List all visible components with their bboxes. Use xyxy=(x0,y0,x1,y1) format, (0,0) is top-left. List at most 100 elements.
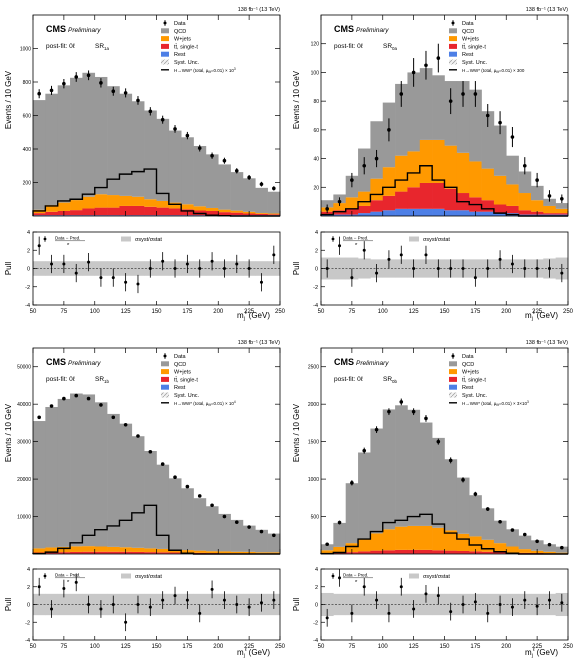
legend-label: W+jets xyxy=(462,37,479,43)
cms-label: CMS xyxy=(46,24,66,34)
data-point xyxy=(535,539,539,544)
qcd-bar xyxy=(82,394,96,547)
qcd-bar xyxy=(469,89,482,162)
pull-point xyxy=(510,605,514,609)
wjets-bar xyxy=(518,549,532,553)
legend-label: Rest xyxy=(462,385,474,391)
wjets-bar xyxy=(543,205,556,214)
cms-label: CMS xyxy=(334,357,354,367)
ytick-label: 10000 xyxy=(17,515,31,521)
qcd-bar xyxy=(555,203,569,209)
data-point xyxy=(424,416,428,421)
pull-legend-swatch xyxy=(409,236,419,242)
wjets-bar xyxy=(144,199,157,207)
ttbar-bar xyxy=(382,195,396,211)
data-point xyxy=(74,75,79,79)
data-point xyxy=(387,128,391,132)
legend-signal-tail: =0.01) × 3×10 xyxy=(499,401,528,406)
region-sub: 1b xyxy=(104,379,110,384)
qcd-bar xyxy=(57,398,71,547)
ttbar-bar xyxy=(168,552,182,554)
ttbar-bar xyxy=(555,213,569,215)
pull-point xyxy=(461,603,465,606)
pull-point xyxy=(259,280,263,284)
rest-bar xyxy=(168,215,182,216)
pull-ytick-label: -4 xyxy=(25,303,30,309)
ttbar-bar xyxy=(144,552,157,554)
rest-bar xyxy=(70,215,83,216)
pull-point xyxy=(424,592,428,596)
xtick-label: 250 xyxy=(563,644,574,650)
postfit-label: post-fit: 0ℓ xyxy=(46,43,76,50)
pull-legend-syst: σsyst/σstat xyxy=(135,574,162,580)
pull-point xyxy=(547,267,551,270)
pull-point xyxy=(111,276,115,280)
ttbar-bar xyxy=(395,191,408,209)
qcd-bar xyxy=(267,191,281,214)
data-point xyxy=(49,404,54,408)
qcd-bar xyxy=(493,125,507,176)
ttbar-bar xyxy=(407,187,421,209)
ytick-label: 40000 xyxy=(17,402,31,408)
data-point xyxy=(148,109,153,114)
wjets-bar xyxy=(107,195,120,208)
pull-ytick-label: 0 xyxy=(315,267,318,273)
pull-point xyxy=(449,267,453,270)
pull-ytick-label: 2 xyxy=(315,248,318,254)
wjets-bar xyxy=(70,200,83,211)
data-point xyxy=(185,133,190,138)
qcd-bar xyxy=(419,422,433,526)
xtick-label: 175 xyxy=(182,644,193,650)
pull-point xyxy=(124,620,128,624)
cms-label: CMS xyxy=(334,24,354,34)
pull-point xyxy=(375,271,379,275)
wjets-bar xyxy=(370,178,384,201)
wjets-bar xyxy=(193,550,207,553)
qcd-bar xyxy=(33,421,46,549)
data-point xyxy=(510,135,515,139)
legend-swatch xyxy=(161,369,169,375)
pull-ytick-label: -4 xyxy=(313,638,318,644)
pull-point xyxy=(136,282,140,286)
data-point xyxy=(210,153,214,158)
legend-swatch xyxy=(161,361,169,367)
wjets-bar xyxy=(518,193,532,211)
pull-ytick-label: -2 xyxy=(313,285,318,291)
x-axis-label-unit: (GeV) xyxy=(246,311,270,320)
qcd-bar xyxy=(70,393,83,547)
qcd-bar xyxy=(131,436,145,548)
pull-legend-data: Data − Pred. xyxy=(343,236,368,241)
pull-point xyxy=(387,257,391,261)
wjets-bar xyxy=(218,209,231,213)
ttbar-bar xyxy=(107,551,120,554)
pull-point xyxy=(50,262,54,266)
ttbar-bar xyxy=(205,210,219,216)
qcd-bar xyxy=(33,100,46,210)
pull-point xyxy=(535,604,539,608)
preliminary-label: Preliminary xyxy=(356,27,389,34)
pull-point xyxy=(523,267,527,270)
x-axis-label-unit: (GeV) xyxy=(534,311,558,320)
pull-legend-syst: σsyst/σstat xyxy=(135,237,162,243)
region-sub: 0b xyxy=(392,379,398,384)
pull-point xyxy=(173,267,177,270)
data-point xyxy=(272,533,276,538)
pull-point xyxy=(99,276,103,280)
pull-point xyxy=(424,253,428,257)
data-point xyxy=(123,422,128,427)
qcd-bar xyxy=(205,506,219,552)
wjets-bar xyxy=(395,155,408,192)
rest-bar xyxy=(156,215,170,216)
data-point xyxy=(337,520,342,525)
pull-point xyxy=(387,611,391,615)
data-point xyxy=(498,120,502,125)
ytick-label: 2000 xyxy=(308,402,319,408)
qcd-bar xyxy=(432,75,445,140)
x-axis-label: mjℓ (GeV) xyxy=(525,310,558,322)
wjets-bar xyxy=(481,539,495,552)
pull-ytick-label: 0 xyxy=(27,603,30,609)
qcd-bar xyxy=(321,544,334,551)
